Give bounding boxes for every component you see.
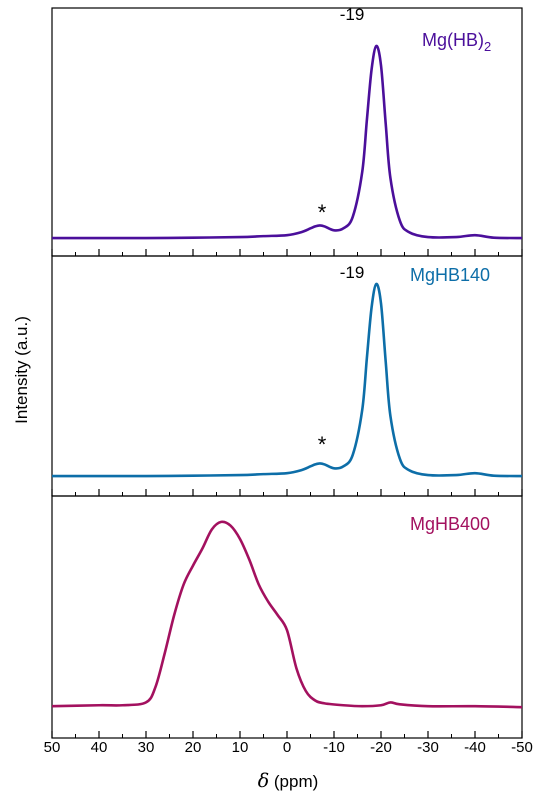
spectrum-line: [52, 282, 523, 478]
x-axis-symbol: δ: [258, 770, 269, 792]
sideband-asterisk: *: [318, 200, 327, 225]
peak-label: -19: [340, 263, 365, 282]
panel-frame: [51, 255, 523, 497]
x-tick-label: -30: [417, 739, 439, 756]
stacked-panels: Mg(HB)2 -19 * MgHB140 -19 * MgHB400: [51, 5, 523, 739]
panel-2: MgHB140 -19 *: [51, 255, 523, 497]
x-tick-label: 0: [283, 739, 291, 756]
x-tick-label: 40: [91, 739, 108, 756]
series-label: MgHB400: [410, 514, 490, 534]
x-tick-label: 50: [44, 739, 61, 756]
panel-3: MgHB400: [51, 495, 523, 739]
x-tick-label: -10: [323, 739, 345, 756]
sideband-asterisk: *: [318, 432, 327, 457]
series-label: Mg(HB)2: [422, 30, 491, 54]
x-tick-label: -50: [511, 739, 533, 756]
x-axis-unit: (ppm): [269, 772, 318, 791]
x-tick-label: 20: [185, 739, 202, 756]
spectrum-line: [51, 44, 523, 240]
x-tick-label: 10: [232, 739, 249, 756]
x-axis: 50 40 30 20 10 0 -10 -20 -30 -40 -50: [44, 739, 533, 756]
series-label: MgHB140: [410, 265, 490, 285]
panel-1: Mg(HB)2 -19 *: [51, 5, 523, 257]
x-axis-label: δ (ppm): [258, 770, 319, 792]
x-tick-label: -40: [464, 739, 486, 756]
x-tick-label: -20: [370, 739, 392, 756]
spectrum-line: [51, 520, 523, 709]
peak-label: -19: [340, 5, 365, 24]
x-tick-label: 30: [138, 739, 155, 756]
y-axis-label: Intensity (a.u.): [12, 316, 31, 424]
